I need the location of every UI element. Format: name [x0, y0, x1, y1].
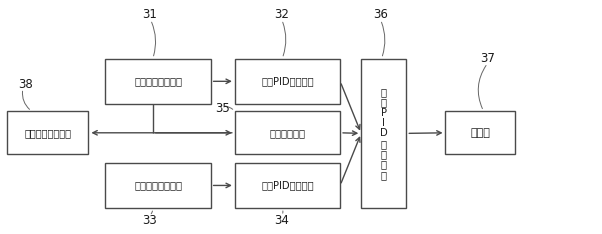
- Bar: [7, 111, 88, 154]
- Text: 36: 36: [373, 7, 388, 21]
- Bar: [361, 58, 406, 208]
- Bar: [105, 58, 211, 104]
- Text: 35: 35: [216, 102, 230, 115]
- Text: 压缩机: 压缩机: [470, 128, 490, 138]
- Text: 室温PID运算单元: 室温PID运算单元: [261, 76, 314, 86]
- Text: 31: 31: [142, 7, 157, 21]
- Bar: [105, 163, 211, 208]
- Text: 盘温PID运算单元: 盘温PID运算单元: [261, 180, 314, 190]
- Text: 双
重
P
I
D
控
制
单
元: 双 重 P I D 控 制 单 元: [380, 87, 388, 180]
- Bar: [235, 58, 340, 104]
- Text: 37: 37: [480, 52, 495, 65]
- Text: 室内温度获取单元: 室内温度获取单元: [134, 76, 182, 86]
- Text: 34: 34: [275, 214, 289, 227]
- Text: 38: 38: [18, 78, 33, 91]
- Text: 32: 32: [275, 7, 289, 21]
- Text: 室内风机控制单元: 室内风机控制单元: [24, 128, 72, 138]
- Text: 33: 33: [142, 214, 157, 227]
- Bar: [235, 111, 340, 154]
- Bar: [235, 163, 340, 208]
- Text: 温度比较单元: 温度比较单元: [270, 128, 305, 138]
- Text: 盘管温度获取单元: 盘管温度获取单元: [134, 180, 182, 190]
- Bar: [445, 111, 515, 154]
